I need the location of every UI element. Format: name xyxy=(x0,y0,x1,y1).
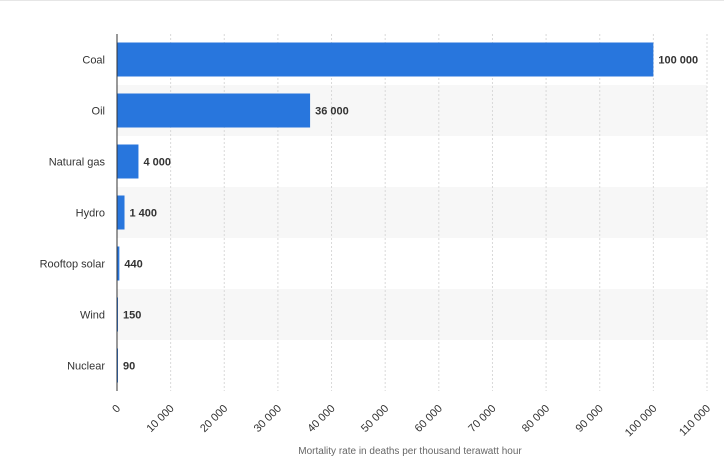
x-tick-label: 50 000 xyxy=(359,403,391,435)
category-label: Natural gas xyxy=(49,157,106,169)
x-tick-label: 30 000 xyxy=(252,403,284,435)
x-tick-label: 20 000 xyxy=(198,403,230,435)
row-band xyxy=(117,289,707,340)
x-tick-label: 110 000 xyxy=(677,403,713,439)
category-label: Rooftop solar xyxy=(40,259,106,271)
x-tick-label: 80 000 xyxy=(520,403,552,435)
gridlines xyxy=(170,34,708,391)
value-label: 4 000 xyxy=(143,157,171,169)
x-tick-label: 90 000 xyxy=(574,403,606,435)
category-label: Hydro xyxy=(76,208,105,220)
x-tick-label: 40 000 xyxy=(305,403,337,435)
value-label: 100 000 xyxy=(658,55,698,67)
value-label: 440 xyxy=(124,259,142,271)
category-label: Wind xyxy=(80,310,105,322)
x-tick-label: 70 000 xyxy=(466,403,498,435)
value-label: 90 xyxy=(123,361,135,373)
x-tick-label: 0 xyxy=(110,403,123,416)
value-label: 1 400 xyxy=(130,208,158,220)
value-label: 36 000 xyxy=(315,106,349,118)
category-label: Nuclear xyxy=(67,361,105,373)
x-axis-title: Mortality rate in deaths per thousand te… xyxy=(298,446,522,457)
bar xyxy=(117,195,125,230)
bars xyxy=(117,42,654,383)
row-band xyxy=(117,187,707,238)
bar xyxy=(117,42,654,77)
category-labels: Coal Oil Natural gas Hydro Rooftop solar Wind… xyxy=(40,55,106,373)
x-tick-label: 60 000 xyxy=(413,403,445,435)
row-bands xyxy=(117,85,707,340)
x-tick-label: 10 000 xyxy=(144,403,176,435)
value-label: 150 xyxy=(123,310,141,322)
bar xyxy=(117,246,120,281)
category-label: Coal xyxy=(82,55,105,67)
value-labels: 100 000 36 000 4 000 1 400 440 150 90 xyxy=(123,55,698,373)
category-label: Oil xyxy=(92,106,105,118)
x-tick-label: 100 000 xyxy=(623,403,660,440)
bar xyxy=(117,93,311,128)
bar xyxy=(117,144,139,179)
x-tick-labels: 0 10 000 20 000 30 000 40 000 50 000 60 000 70 … xyxy=(110,403,713,440)
